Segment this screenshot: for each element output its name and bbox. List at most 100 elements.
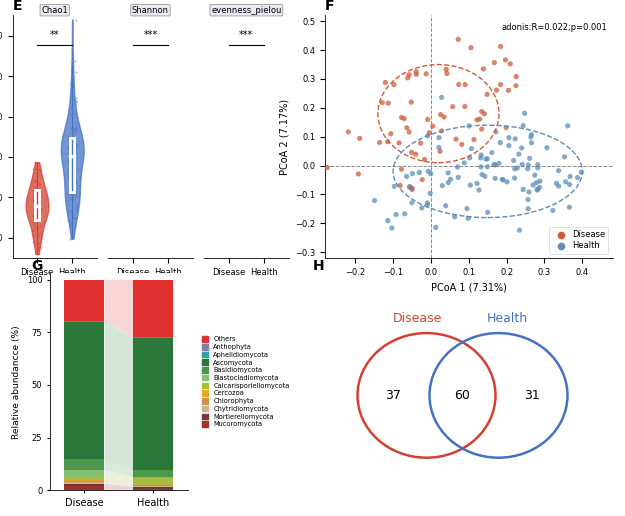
Point: [31, 176, 41, 185]
Health: [482, 208, 492, 217]
Point: [71, 150, 81, 158]
Health: [391, 211, 401, 219]
Point: [69, 214, 79, 222]
Point: [33, 191, 43, 199]
Health: [551, 179, 561, 187]
Health: [401, 172, 411, 181]
Point: [68, 170, 78, 178]
Point: [64, 118, 74, 126]
Point: [28, 187, 38, 196]
Bar: [133, 471, 173, 477]
Point: [32, 197, 43, 205]
Point: [71, 153, 81, 161]
Disease: [460, 80, 470, 89]
Disease: [383, 99, 393, 107]
Point: [71, 178, 81, 186]
Disease: [411, 68, 421, 76]
Health: [532, 185, 542, 193]
Point: [71, 125, 81, 133]
Title: Chao1: Chao1: [41, 6, 68, 14]
Disease: [382, 138, 392, 146]
Health: [526, 139, 536, 147]
Health: [489, 160, 499, 169]
Polygon shape: [104, 321, 133, 337]
Point: [69, 154, 79, 163]
Point: [29, 202, 39, 210]
Health: [459, 159, 469, 167]
Point: [69, 147, 79, 155]
Point: [31, 204, 41, 213]
Point: [66, 158, 76, 167]
Disease: [399, 115, 409, 123]
Disease: [374, 138, 384, 147]
Point: [33, 244, 43, 252]
Disease: [421, 70, 431, 78]
Polygon shape: [104, 470, 133, 478]
Disease: [469, 135, 479, 143]
Point: [28, 231, 38, 239]
Text: G: G: [31, 260, 42, 273]
Health: [476, 151, 486, 159]
Point: [28, 218, 38, 226]
Point: [63, 143, 73, 151]
Health: [490, 160, 500, 169]
Point: [64, 137, 74, 146]
Point: [66, 189, 76, 198]
Health: [523, 161, 533, 169]
Bar: [133, 338, 173, 471]
Bar: [133, 485, 173, 486]
Point: [28, 212, 38, 220]
Disease: [511, 72, 521, 80]
Bar: [64, 480, 104, 481]
Bar: [133, 337, 173, 338]
Point: [66, 218, 76, 227]
Point: [28, 165, 38, 173]
Point: [70, 167, 80, 175]
Disease: [451, 135, 461, 143]
Disease: [422, 116, 432, 124]
Point: [71, 68, 81, 76]
Health: [561, 178, 571, 186]
Disease: [442, 69, 452, 77]
Disease: [397, 114, 407, 122]
Bar: [64, 459, 104, 470]
Text: F: F: [325, 0, 334, 13]
Health: [434, 143, 444, 152]
Point: [68, 82, 78, 90]
Point: [34, 167, 44, 175]
Health: [526, 133, 536, 141]
Health: [431, 223, 441, 232]
Health: [498, 175, 508, 184]
Point: [35, 188, 45, 197]
Point: [64, 148, 74, 156]
Point: [70, 125, 80, 134]
Point: [66, 104, 76, 112]
Point: [63, 170, 73, 179]
Point: [66, 144, 76, 153]
Point: [63, 174, 73, 182]
Point: [31, 191, 41, 200]
Disease: [389, 80, 399, 89]
Disease: [491, 86, 501, 94]
Health: [426, 170, 436, 178]
Health: [564, 181, 574, 189]
Health: [443, 179, 453, 187]
Point: [71, 177, 81, 185]
Disease: [355, 134, 365, 142]
Health: [480, 172, 490, 181]
Point: [64, 138, 74, 146]
Point: [33, 191, 43, 200]
Bar: [64, 280, 104, 321]
Text: ***: ***: [143, 30, 158, 40]
Point: [70, 180, 80, 188]
Point: [69, 140, 79, 149]
Point: [69, 195, 79, 203]
Point: [67, 47, 77, 55]
Health: [517, 160, 527, 169]
Health: [481, 155, 491, 163]
Point: [69, 222, 79, 230]
Health: [408, 169, 418, 178]
Health: [495, 138, 505, 147]
Point: [70, 57, 80, 66]
Health: [491, 128, 501, 136]
